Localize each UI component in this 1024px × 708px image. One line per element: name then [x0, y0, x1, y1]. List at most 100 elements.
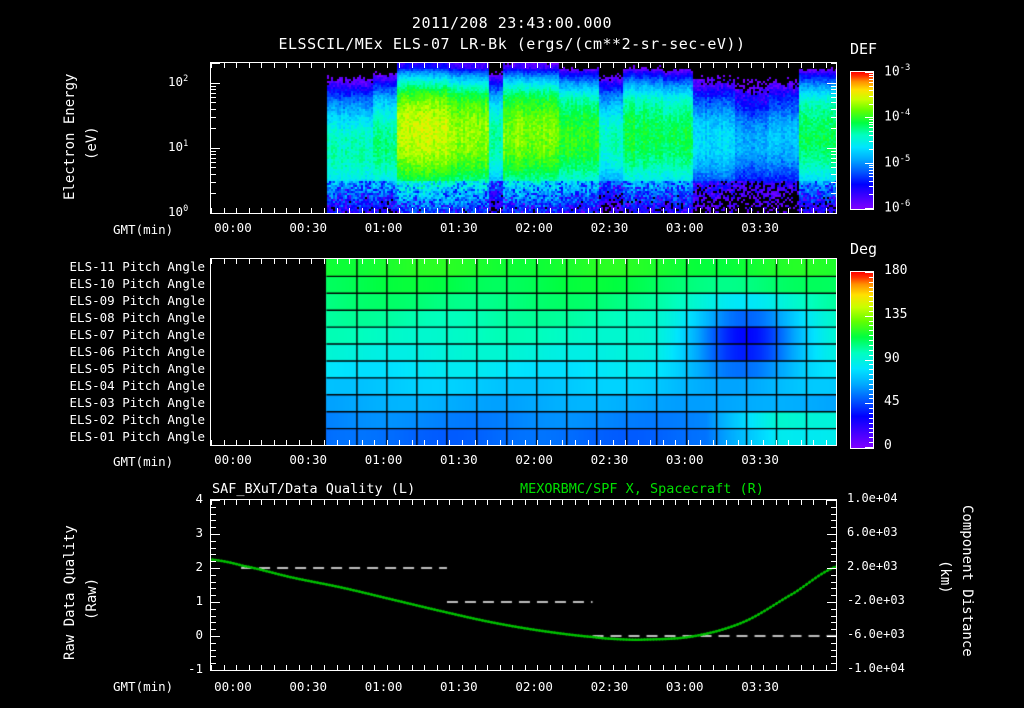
- spectrogram-ytick: [211, 193, 216, 195]
- line-plot-ytick: [831, 581, 836, 583]
- spectrogram-xtick: [298, 63, 300, 68]
- line-plot-xtick: [788, 665, 790, 670]
- pitch-angle-xtick: [738, 440, 740, 445]
- pitch-angle-xtick: [662, 259, 664, 264]
- line-plot-xtick: [273, 665, 275, 670]
- line-plot-ytick: [831, 656, 836, 658]
- line-plot-ytick-label-right: -2.0e+03: [847, 593, 905, 607]
- line-plot-xtick: [662, 665, 664, 670]
- pitch-angle-xtick: [775, 440, 777, 445]
- spectrogram-canvas: [211, 63, 836, 213]
- line-plot-xtick: [524, 500, 526, 505]
- def-colorbar-tick: [869, 127, 874, 129]
- pitch-angle-xtick: [687, 259, 689, 264]
- spectrogram-xtick: [336, 208, 338, 213]
- line-plot-xtick: [298, 665, 300, 670]
- pitch-angle-row-label: ELS-05 Pitch Angle: [69, 360, 205, 376]
- line-plot-xtick: [248, 665, 250, 670]
- pitch-angle-xtick: [625, 440, 627, 445]
- line-plot-xtick: [211, 665, 212, 670]
- spectrogram-xtick: [323, 208, 325, 213]
- pitch-angle-xtick: [261, 440, 263, 445]
- line-plot-xtick: [499, 665, 501, 670]
- spectrogram-ytick: [211, 108, 216, 110]
- line-plot-ytick-label-left: -1: [187, 661, 203, 676]
- line-plot-ytick: [831, 506, 836, 508]
- spectrogram-ytick: [211, 157, 216, 159]
- pitch-angle-xtick: [223, 259, 225, 264]
- pitch-angle-xtick-label: 03:00: [665, 452, 704, 467]
- spectrogram-xtick: [800, 63, 802, 68]
- pitch-angle-xtick: [261, 259, 263, 264]
- spectrogram-xtick: [499, 208, 501, 213]
- line-plot-ytick-label-right: 2.0e+03: [847, 559, 898, 573]
- spectrogram-ylabel-line1: Electron Energy: [62, 73, 78, 200]
- pitch-angle-xtick: [236, 440, 238, 445]
- line-plot-ytick: [831, 629, 836, 631]
- spectrogram-xtick: [386, 63, 388, 68]
- pitch-angle-xtick: [562, 259, 564, 264]
- line-plot-ytick: [211, 554, 216, 556]
- deg-colorbar-tick: [869, 330, 874, 332]
- line-plot-ytick-label-left: 2: [195, 559, 203, 574]
- line-plot-xtick: [236, 500, 238, 505]
- line-plot-ytick-label-left: 0: [195, 627, 203, 642]
- spectrogram-xtick: [512, 208, 514, 213]
- line-plot-xtick: [323, 665, 325, 670]
- spectrogram-xtick: [750, 63, 752, 68]
- line-plot-ytick-label-left: 1: [195, 593, 203, 608]
- line-plot-ytick: [211, 629, 216, 631]
- pitch-angle-row-label: ELS-07 Pitch Angle: [69, 327, 205, 343]
- line-plot-xtick: [449, 500, 451, 505]
- line-plot-ytick: [831, 663, 836, 665]
- line-plot-xtick: [625, 500, 627, 505]
- line-plot-xtick: [248, 500, 250, 505]
- deg-colorbar-tick: [869, 398, 874, 400]
- line-plot-xtick: [612, 500, 614, 505]
- spectrogram-xtick: [725, 208, 727, 213]
- line-plot-ytick: [831, 520, 836, 522]
- line-plot-xtick: [436, 500, 438, 505]
- pitch-angle-xtick: [424, 259, 426, 264]
- spectrogram-xtick: [650, 63, 652, 68]
- pitch-angle-xtick-label: 00:00: [214, 452, 252, 467]
- spectrogram-xtick: [399, 63, 401, 68]
- pitch-angle-xtick: [361, 259, 363, 264]
- line-plot-ytick: [827, 636, 836, 637]
- spectrogram-xtick: [261, 63, 263, 68]
- deg-colorbar-tick: [869, 422, 874, 424]
- line-plot-ytick: [211, 642, 216, 644]
- pitch-angle-xtick: [763, 440, 765, 445]
- spectrogram-ytick: [211, 92, 216, 94]
- spectrogram-xtick: [612, 63, 614, 68]
- line-plot-ytick: [211, 656, 216, 658]
- line-plot-xtick: [587, 500, 589, 505]
- deg-colorbar-tick: [869, 427, 874, 429]
- deg-colorbar-tick-label: 180: [884, 263, 908, 278]
- line-plot-ytick: [211, 615, 216, 617]
- spectrogram-ytick: [211, 85, 216, 87]
- def-colorbar-tick-label: 10-4: [884, 108, 911, 125]
- spectrogram-ytick: [211, 167, 216, 169]
- def-colorbar-tick: [865, 117, 874, 119]
- deg-colorbar-tick: [865, 447, 874, 448]
- def-colorbar-tick: [869, 85, 874, 87]
- pitch-angle-xtick: [650, 440, 652, 445]
- spectrogram-xtick: [374, 208, 376, 213]
- spectrogram-ytick: [211, 97, 216, 99]
- line-plot-ytick: [211, 581, 216, 583]
- line-plot-xtick: [763, 665, 765, 670]
- spectrogram-xtick: [574, 208, 576, 213]
- line-plot-ytick: [831, 642, 836, 644]
- pitch-angle-xtick: [687, 440, 689, 445]
- pitch-angle-xtick: [374, 259, 376, 264]
- def-colorbar-tick: [869, 76, 874, 78]
- line-plot-xtick: [562, 500, 564, 505]
- pitch-angle-xtick: [788, 440, 790, 445]
- spectrogram-ytick-label: 100: [168, 204, 189, 220]
- pitch-angle-xtick: [537, 259, 539, 264]
- deg-colorbar-tick: [869, 306, 874, 308]
- line-plot-xtick: [637, 665, 639, 670]
- deg-colorbar-tick: [865, 359, 874, 361]
- line-plot-ytick-label-right: -1.0e+04: [847, 661, 905, 675]
